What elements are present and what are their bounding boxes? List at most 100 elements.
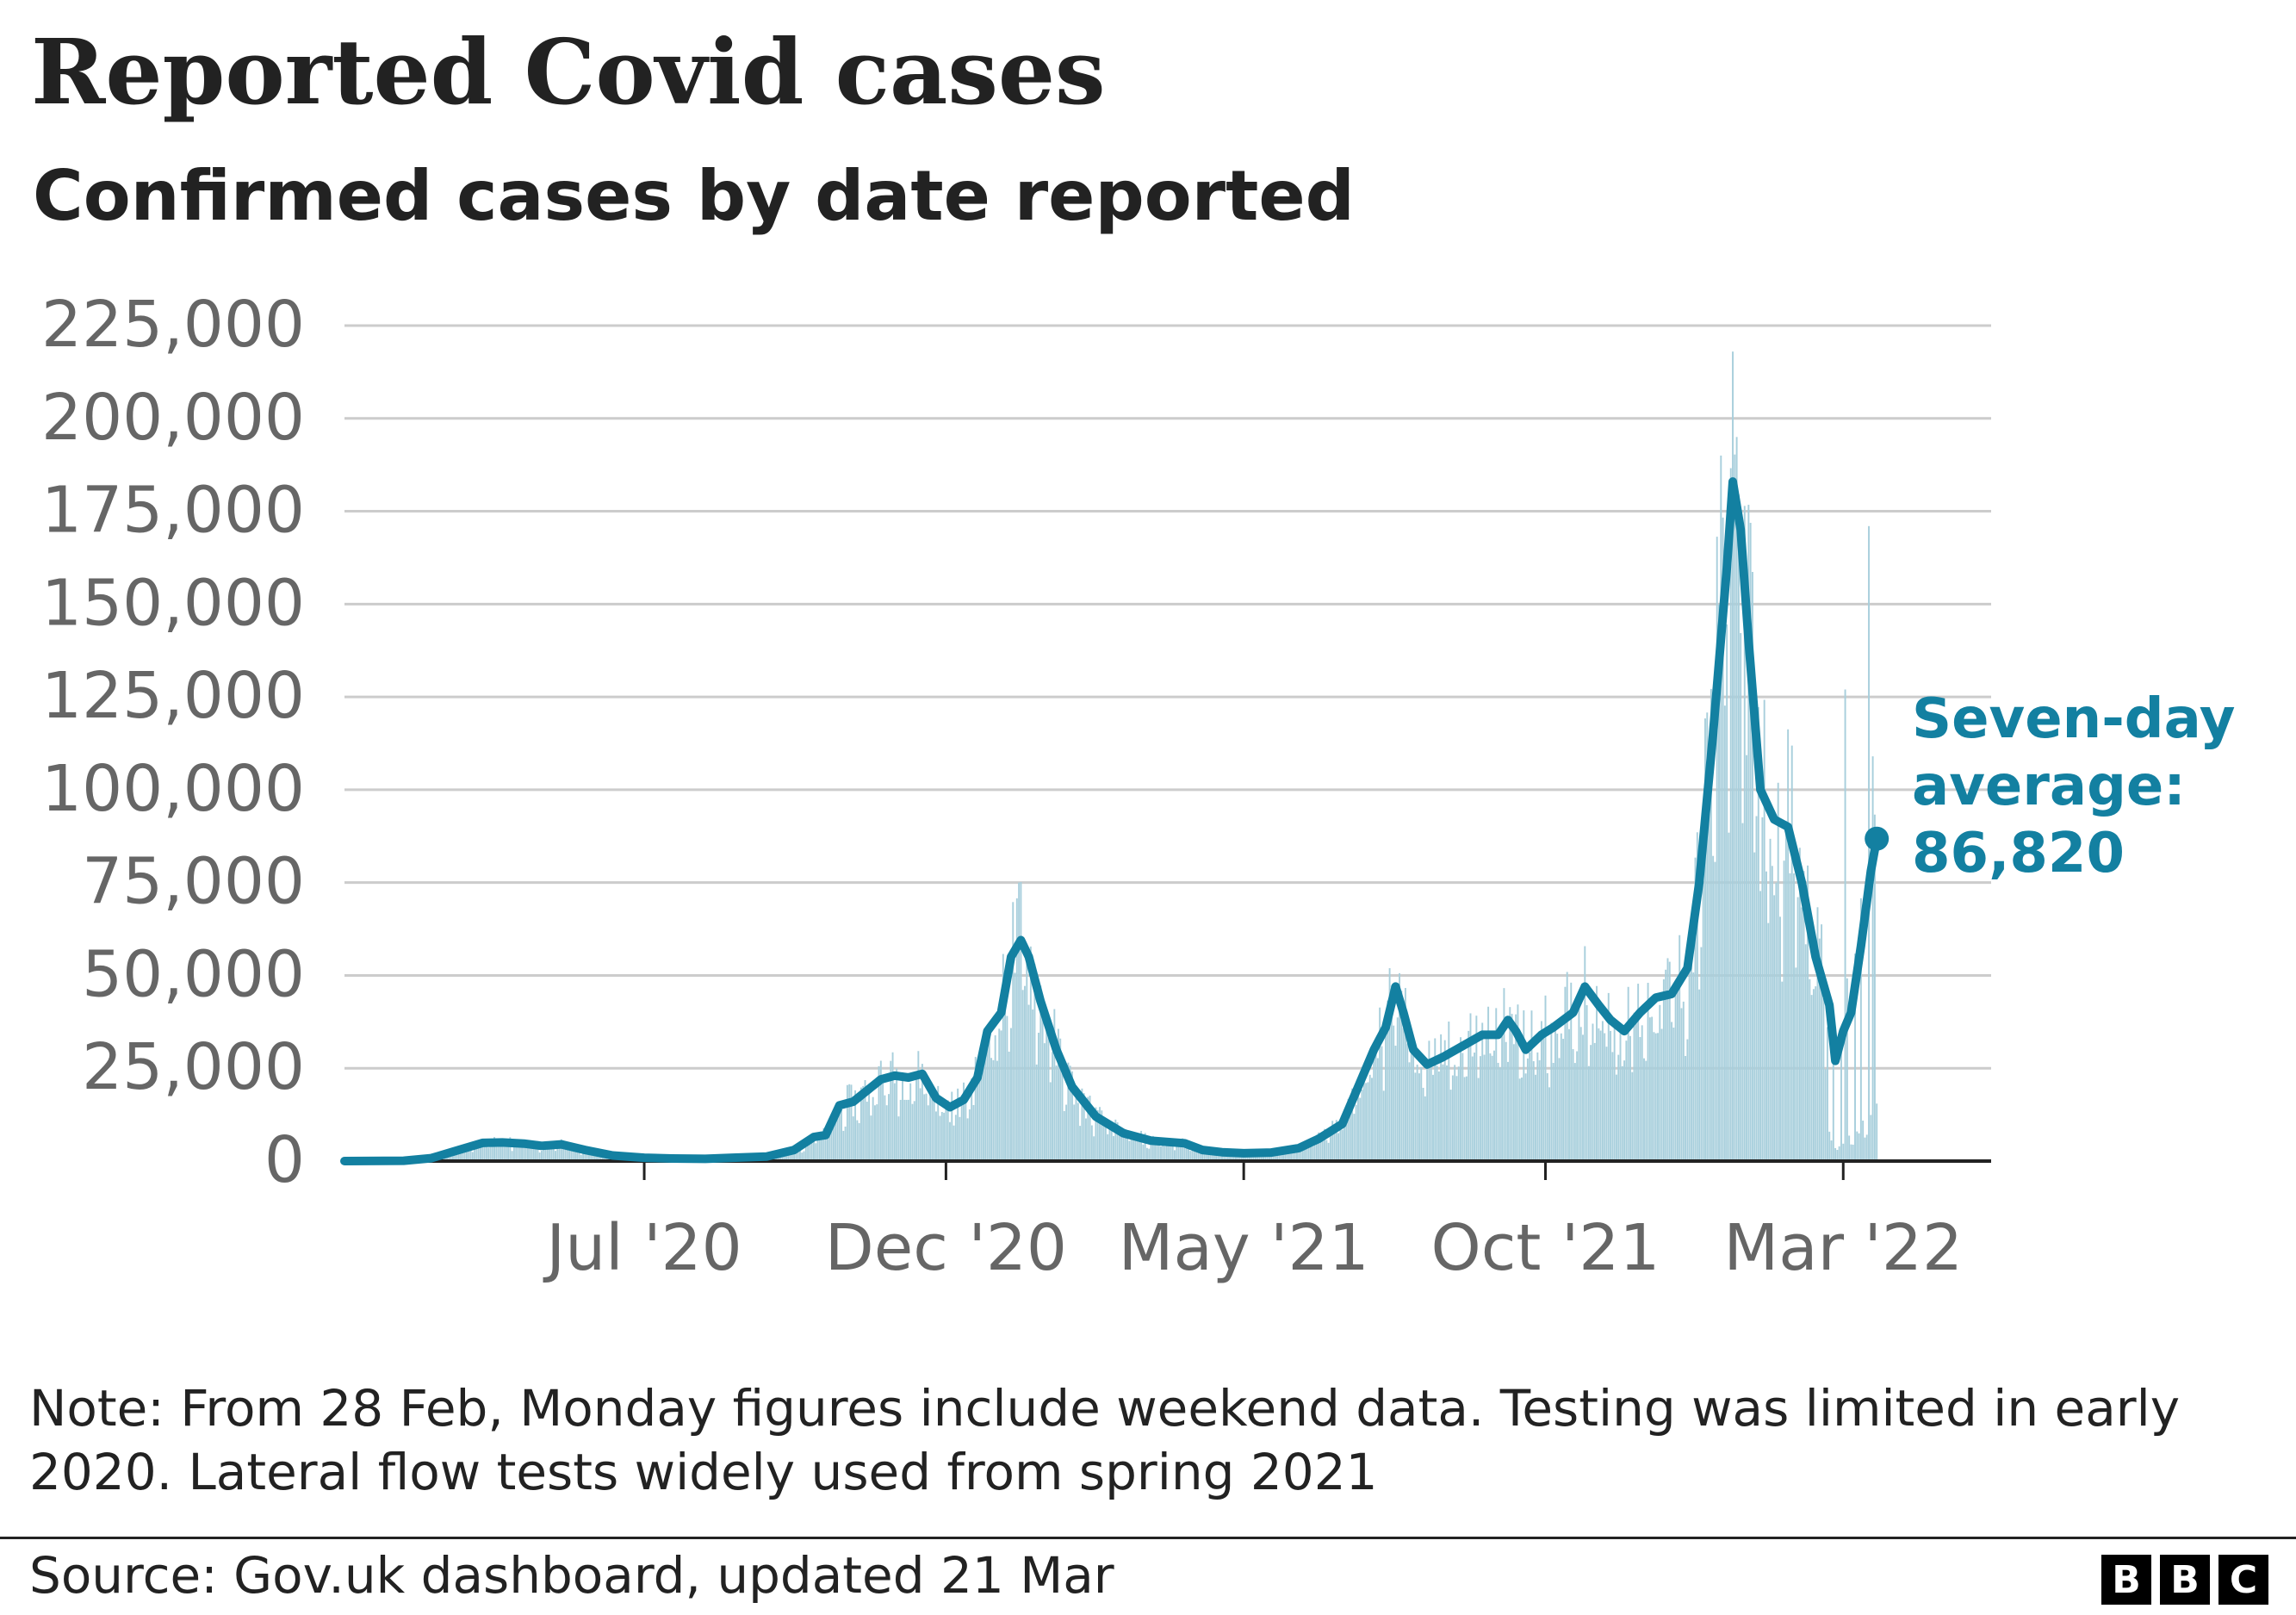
daily-bar (1775, 882, 1778, 1161)
daily-bar (511, 1151, 513, 1161)
daily-bar (816, 1139, 819, 1161)
daily-bar (1168, 1138, 1170, 1161)
daily-bar (934, 1111, 937, 1161)
daily-bar (1572, 1049, 1574, 1161)
daily-bar (1474, 1053, 1476, 1161)
daily-bar (854, 1090, 857, 1161)
daily-bar (1722, 517, 1724, 1161)
daily-bar (1304, 1147, 1306, 1161)
daily-bar (946, 1100, 949, 1161)
daily-bar (1396, 1017, 1399, 1161)
daily-bar (1558, 1058, 1561, 1161)
daily-bar (460, 1151, 462, 1161)
daily-bar (1740, 632, 1742, 1161)
daily-bar (1798, 848, 1801, 1161)
daily-bar (1787, 729, 1790, 1161)
daily-bar (903, 1099, 906, 1161)
daily-bar (1443, 1040, 1446, 1161)
daily-bar (1639, 1037, 1641, 1161)
daily-bar (977, 1084, 978, 1161)
daily-bar (1804, 944, 1807, 1161)
daily-bar (1615, 1074, 1617, 1161)
daily-bar (1784, 821, 1787, 1161)
daily-bar (1049, 1082, 1052, 1161)
daily-bar (1601, 1021, 1604, 1161)
daily-bar (949, 1121, 951, 1161)
daily-bar (1726, 624, 1728, 1161)
chart-plot: 0 25,000 50,000 75,000 100,000 125,000 150,000… (41, 288, 2236, 1285)
daily-bar (836, 1110, 839, 1161)
daily-bar (1645, 1060, 1648, 1161)
daily-bar (1836, 1149, 1839, 1161)
daily-bar (818, 1134, 821, 1161)
daily-bar (1422, 1087, 1424, 1161)
daily-bar (1477, 1078, 1480, 1161)
daily-bar (1708, 810, 1710, 1161)
daily-bar (1493, 1050, 1495, 1161)
daily-bars (345, 351, 1878, 1162)
daily-bar (1432, 1074, 1434, 1161)
x-axis-labels: Jul '20 Dec '20 May '21 Oct '21 Mar '22 (543, 1211, 1963, 1285)
daily-bar (866, 1102, 868, 1161)
daily-bar (974, 1057, 977, 1161)
daily-bar (899, 1099, 902, 1161)
daily-bar (911, 1103, 914, 1161)
daily-bar (1059, 1038, 1062, 1161)
daily-bar (1680, 1008, 1683, 1161)
daily-bar (1067, 1062, 1070, 1161)
daily-bar (1085, 1118, 1087, 1161)
daily-bar (1511, 1014, 1513, 1161)
daily-bar (1633, 1012, 1635, 1161)
daily-bar (1160, 1146, 1162, 1161)
daily-bar (1318, 1132, 1320, 1161)
daily-bar (1307, 1146, 1310, 1161)
daily-bar (1834, 1147, 1837, 1161)
daily-bar (957, 1088, 959, 1161)
daily-bar (1081, 1088, 1083, 1161)
daily-bar (1796, 897, 1799, 1161)
daily-bar (1605, 1047, 1608, 1161)
daily-bar (1021, 990, 1024, 1161)
daily-bar (1741, 823, 1744, 1161)
daily-bar (578, 1146, 580, 1161)
daily-bar (1810, 995, 1813, 1161)
daily-bar (1249, 1154, 1250, 1161)
daily-bar (841, 1101, 842, 1161)
daily-bar (1266, 1152, 1269, 1161)
daily-bar (1700, 947, 1703, 1161)
y-axis-labels: 0 25,000 50,000 75,000 100,000 125,000 150,000… (41, 288, 305, 1197)
daily-bar (876, 1104, 878, 1161)
daily-bar (1410, 1053, 1412, 1161)
daily-bar (1008, 1051, 1010, 1161)
daily-bar (1666, 958, 1669, 1161)
daily-bar (592, 1153, 594, 1161)
daily-bar (1587, 1065, 1590, 1161)
daily-bar (1231, 1153, 1233, 1161)
daily-bar (1087, 1096, 1089, 1161)
daily-bar (1142, 1144, 1145, 1161)
daily-bar (813, 1140, 815, 1161)
daily-bar (1333, 1127, 1336, 1161)
daily-bar (1229, 1154, 1232, 1161)
daily-bar (1073, 1104, 1076, 1161)
daily-bar (1491, 1055, 1493, 1161)
daily-bar (1702, 870, 1704, 1161)
daily-bar (1379, 1007, 1381, 1161)
footer-divider (0, 1537, 2296, 1539)
daily-bar (1499, 1067, 1501, 1161)
daily-bar (524, 1147, 527, 1161)
daily-bar (1374, 1050, 1377, 1161)
daily-bar (1319, 1135, 1322, 1161)
daily-bar (850, 1084, 853, 1161)
daily-bar (1503, 988, 1505, 1161)
daily-bar (584, 1148, 586, 1161)
daily-bar (1077, 1103, 1079, 1161)
daily-bar (1706, 712, 1709, 1161)
daily-bar (1767, 922, 1770, 1161)
daily-bar (1816, 907, 1819, 1161)
daily-bar (1686, 1039, 1689, 1161)
daily-bar (517, 1141, 519, 1161)
daily-bar (1590, 1045, 1592, 1161)
daily-bar (879, 1060, 882, 1161)
daily-bar (590, 1152, 593, 1161)
